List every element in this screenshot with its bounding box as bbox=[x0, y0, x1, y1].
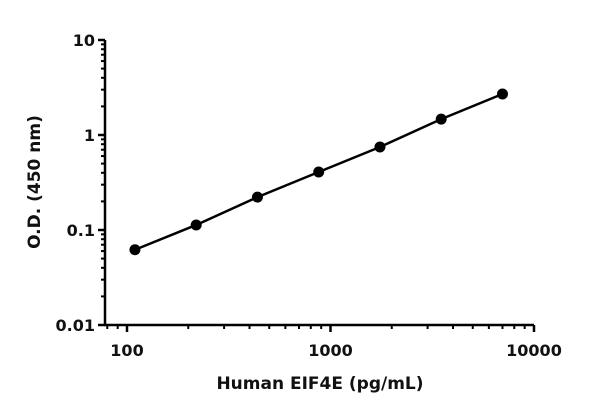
y-axis-title: O.D. (450 nm) bbox=[25, 115, 45, 249]
data-point bbox=[435, 113, 447, 125]
x-tick-label: 10000 bbox=[506, 341, 562, 360]
data-point bbox=[496, 88, 508, 100]
data-point bbox=[313, 166, 325, 178]
data-point bbox=[374, 141, 386, 153]
data-point bbox=[251, 191, 263, 203]
x-tick-label: 1000 bbox=[308, 341, 353, 360]
x-tick-label: 100 bbox=[110, 341, 143, 360]
data-point bbox=[129, 244, 141, 256]
y-tick-label: 1 bbox=[84, 126, 95, 145]
data-point bbox=[190, 219, 202, 231]
axes: 0.01 0.1 1 10 100 1000 10000 bbox=[56, 31, 562, 360]
y-tick-label: 0.01 bbox=[56, 316, 95, 335]
x-axis-title: Human EIF4E (pg/mL) bbox=[216, 374, 423, 394]
y-tick-label: 10 bbox=[73, 31, 95, 50]
y-tick-label: 0.1 bbox=[67, 221, 95, 240]
plot-area bbox=[129, 88, 508, 256]
